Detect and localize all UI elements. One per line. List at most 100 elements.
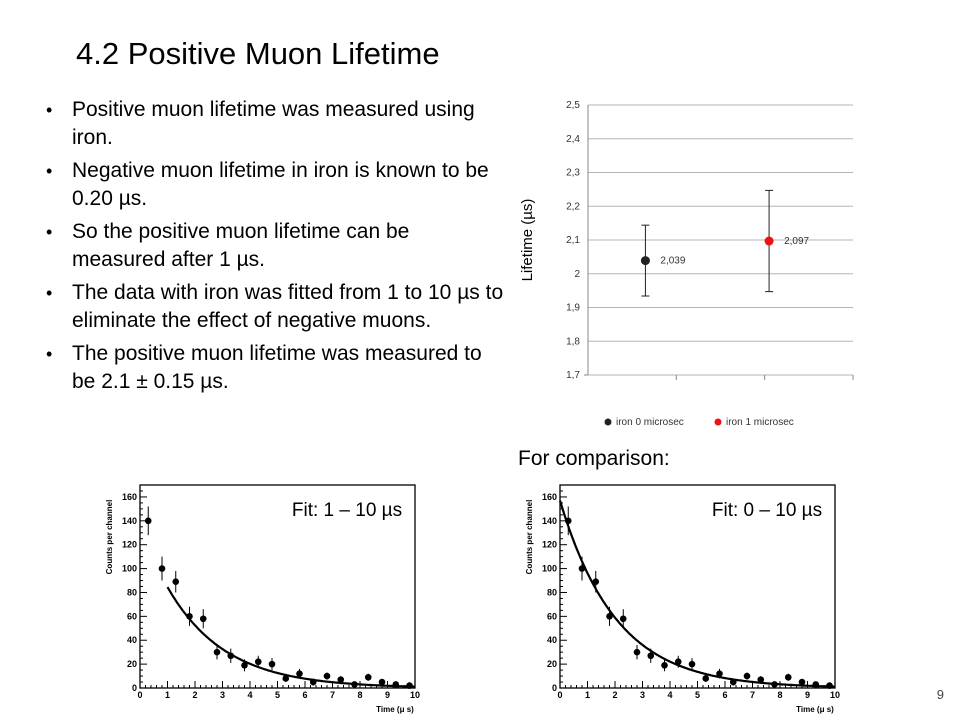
y-tick-label: 60	[547, 611, 557, 621]
y-tick-label: 40	[547, 635, 557, 645]
data-point	[172, 578, 180, 586]
data-point	[392, 681, 400, 688]
data-point	[674, 658, 682, 666]
data-point	[688, 660, 696, 668]
x-tick-label: 2	[192, 690, 197, 700]
data-point	[757, 676, 765, 683]
y-tick-label: 20	[127, 659, 137, 669]
bullet-text: Positive muon lifetime was measured usin…	[72, 98, 475, 149]
y-tick-label: 2,5	[566, 100, 580, 111]
x-tick-label: 4	[247, 690, 252, 700]
data-point	[826, 682, 833, 689]
comparison-label: For comparison:	[518, 447, 670, 470]
data-point	[812, 681, 820, 688]
data-point	[323, 672, 331, 680]
fit-curve	[558, 500, 835, 688]
y-tick-label: 2,3	[566, 168, 580, 179]
y-tick-label: 100	[122, 564, 137, 574]
x-tick-label: 0	[137, 690, 142, 700]
data-point	[784, 673, 792, 681]
bullet-item: • The data with iron was fitted from 1 to…	[34, 279, 504, 335]
slide-title: 4.2 Positive Muon Lifetime	[76, 36, 440, 71]
y-tick-label: 140	[122, 516, 137, 526]
legend-label: iron 1 microsec	[726, 417, 794, 428]
x-tick-label: 1	[585, 690, 590, 700]
bullet-dot: •	[46, 344, 53, 364]
x-tick-label: 5	[695, 690, 700, 700]
data-point	[296, 670, 303, 677]
y-tick-label: 160	[122, 492, 137, 502]
data-point	[213, 648, 221, 656]
slide-number: 9	[936, 687, 944, 702]
y-tick-label: 2	[574, 269, 580, 280]
data-point	[282, 675, 290, 682]
y-tick-label: 2,2	[566, 201, 580, 212]
legend-marker	[604, 418, 612, 426]
data-label: 2,097	[784, 236, 809, 247]
data-point	[199, 615, 207, 623]
bullet-dot: •	[46, 100, 53, 120]
x-tick-label: 3	[220, 690, 225, 700]
y-axis-title: Lifetime (µs)	[519, 199, 536, 282]
y-tick-label: 80	[547, 587, 557, 597]
data-point	[186, 613, 193, 620]
data-point	[337, 676, 345, 683]
data-point	[640, 256, 650, 266]
x-axis-title: Time (μ s)	[376, 705, 414, 714]
data-point	[729, 678, 737, 686]
y-tick-label: 0	[552, 683, 557, 693]
bullet-item: • Positive muon lifetime was measured usi…	[34, 96, 504, 152]
data-point	[144, 517, 152, 525]
x-tick-label: 0	[557, 690, 562, 700]
y-tick-label: 40	[127, 635, 137, 645]
data-point	[743, 672, 751, 680]
y-tick-label: 60	[127, 611, 137, 621]
data-point	[254, 658, 262, 666]
y-tick-label: 80	[127, 587, 137, 597]
bullet-list: • Positive muon lifetime was measured usi…	[34, 96, 504, 401]
data-point	[619, 615, 627, 623]
data-point	[268, 660, 276, 668]
data-point	[158, 565, 166, 572]
y-tick-label: 140	[542, 516, 557, 526]
x-tick-label: 3	[640, 690, 645, 700]
data-point	[592, 578, 600, 586]
fit-curve	[166, 586, 415, 688]
x-tick-label: 8	[777, 690, 782, 700]
data-point	[764, 236, 774, 246]
legend-label: iron 0 microsec	[616, 417, 684, 428]
data-point	[771, 681, 778, 688]
x-tick-label: 10	[410, 690, 420, 700]
x-tick-label: 4	[667, 690, 672, 700]
x-tick-label: 1	[165, 690, 170, 700]
data-point	[241, 662, 248, 669]
data-point	[564, 517, 572, 525]
bullet-text: The data with iron was fitted from 1 to …	[72, 281, 504, 332]
y-tick-label: 1,9	[566, 303, 580, 314]
x-tick-label: 6	[722, 690, 727, 700]
data-point	[406, 682, 413, 689]
data-point	[798, 678, 806, 686]
bullet-text: Negative muon lifetime in iron is known …	[72, 159, 489, 210]
x-tick-label: 7	[330, 690, 335, 700]
bullet-item: • The positive muon lifetime was measured…	[34, 340, 504, 396]
bullet-item: • So the positive muon lifetime can be me…	[34, 218, 504, 274]
fit-annotation: Fit: 0 – 10 µs	[712, 500, 822, 521]
y-tick-label: 0	[132, 683, 137, 693]
y-tick-label: 2,1	[566, 235, 580, 246]
legend-marker	[714, 418, 722, 426]
y-tick-label: 2,4	[566, 134, 580, 145]
x-axis-title: Time (μ s)	[796, 705, 834, 714]
lifetime-chart: 1,7 1,8 1,9 2 2,1 2,2 2,3 2,4 2,5 2,039 2,097 Lifet…	[519, 100, 854, 428]
data-point	[633, 648, 641, 656]
bullet-dot: •	[46, 283, 53, 303]
y-tick-label: 160	[542, 492, 557, 502]
x-tick-label: 6	[302, 690, 307, 700]
data-label: 2,039	[660, 256, 685, 267]
x-tick-label: 2	[612, 690, 617, 700]
x-tick-label: 10	[830, 690, 840, 700]
x-tick-label: 7	[750, 690, 755, 700]
x-tick-label: 5	[275, 690, 280, 700]
bullet-dot: •	[46, 161, 53, 181]
data-point	[716, 670, 723, 677]
